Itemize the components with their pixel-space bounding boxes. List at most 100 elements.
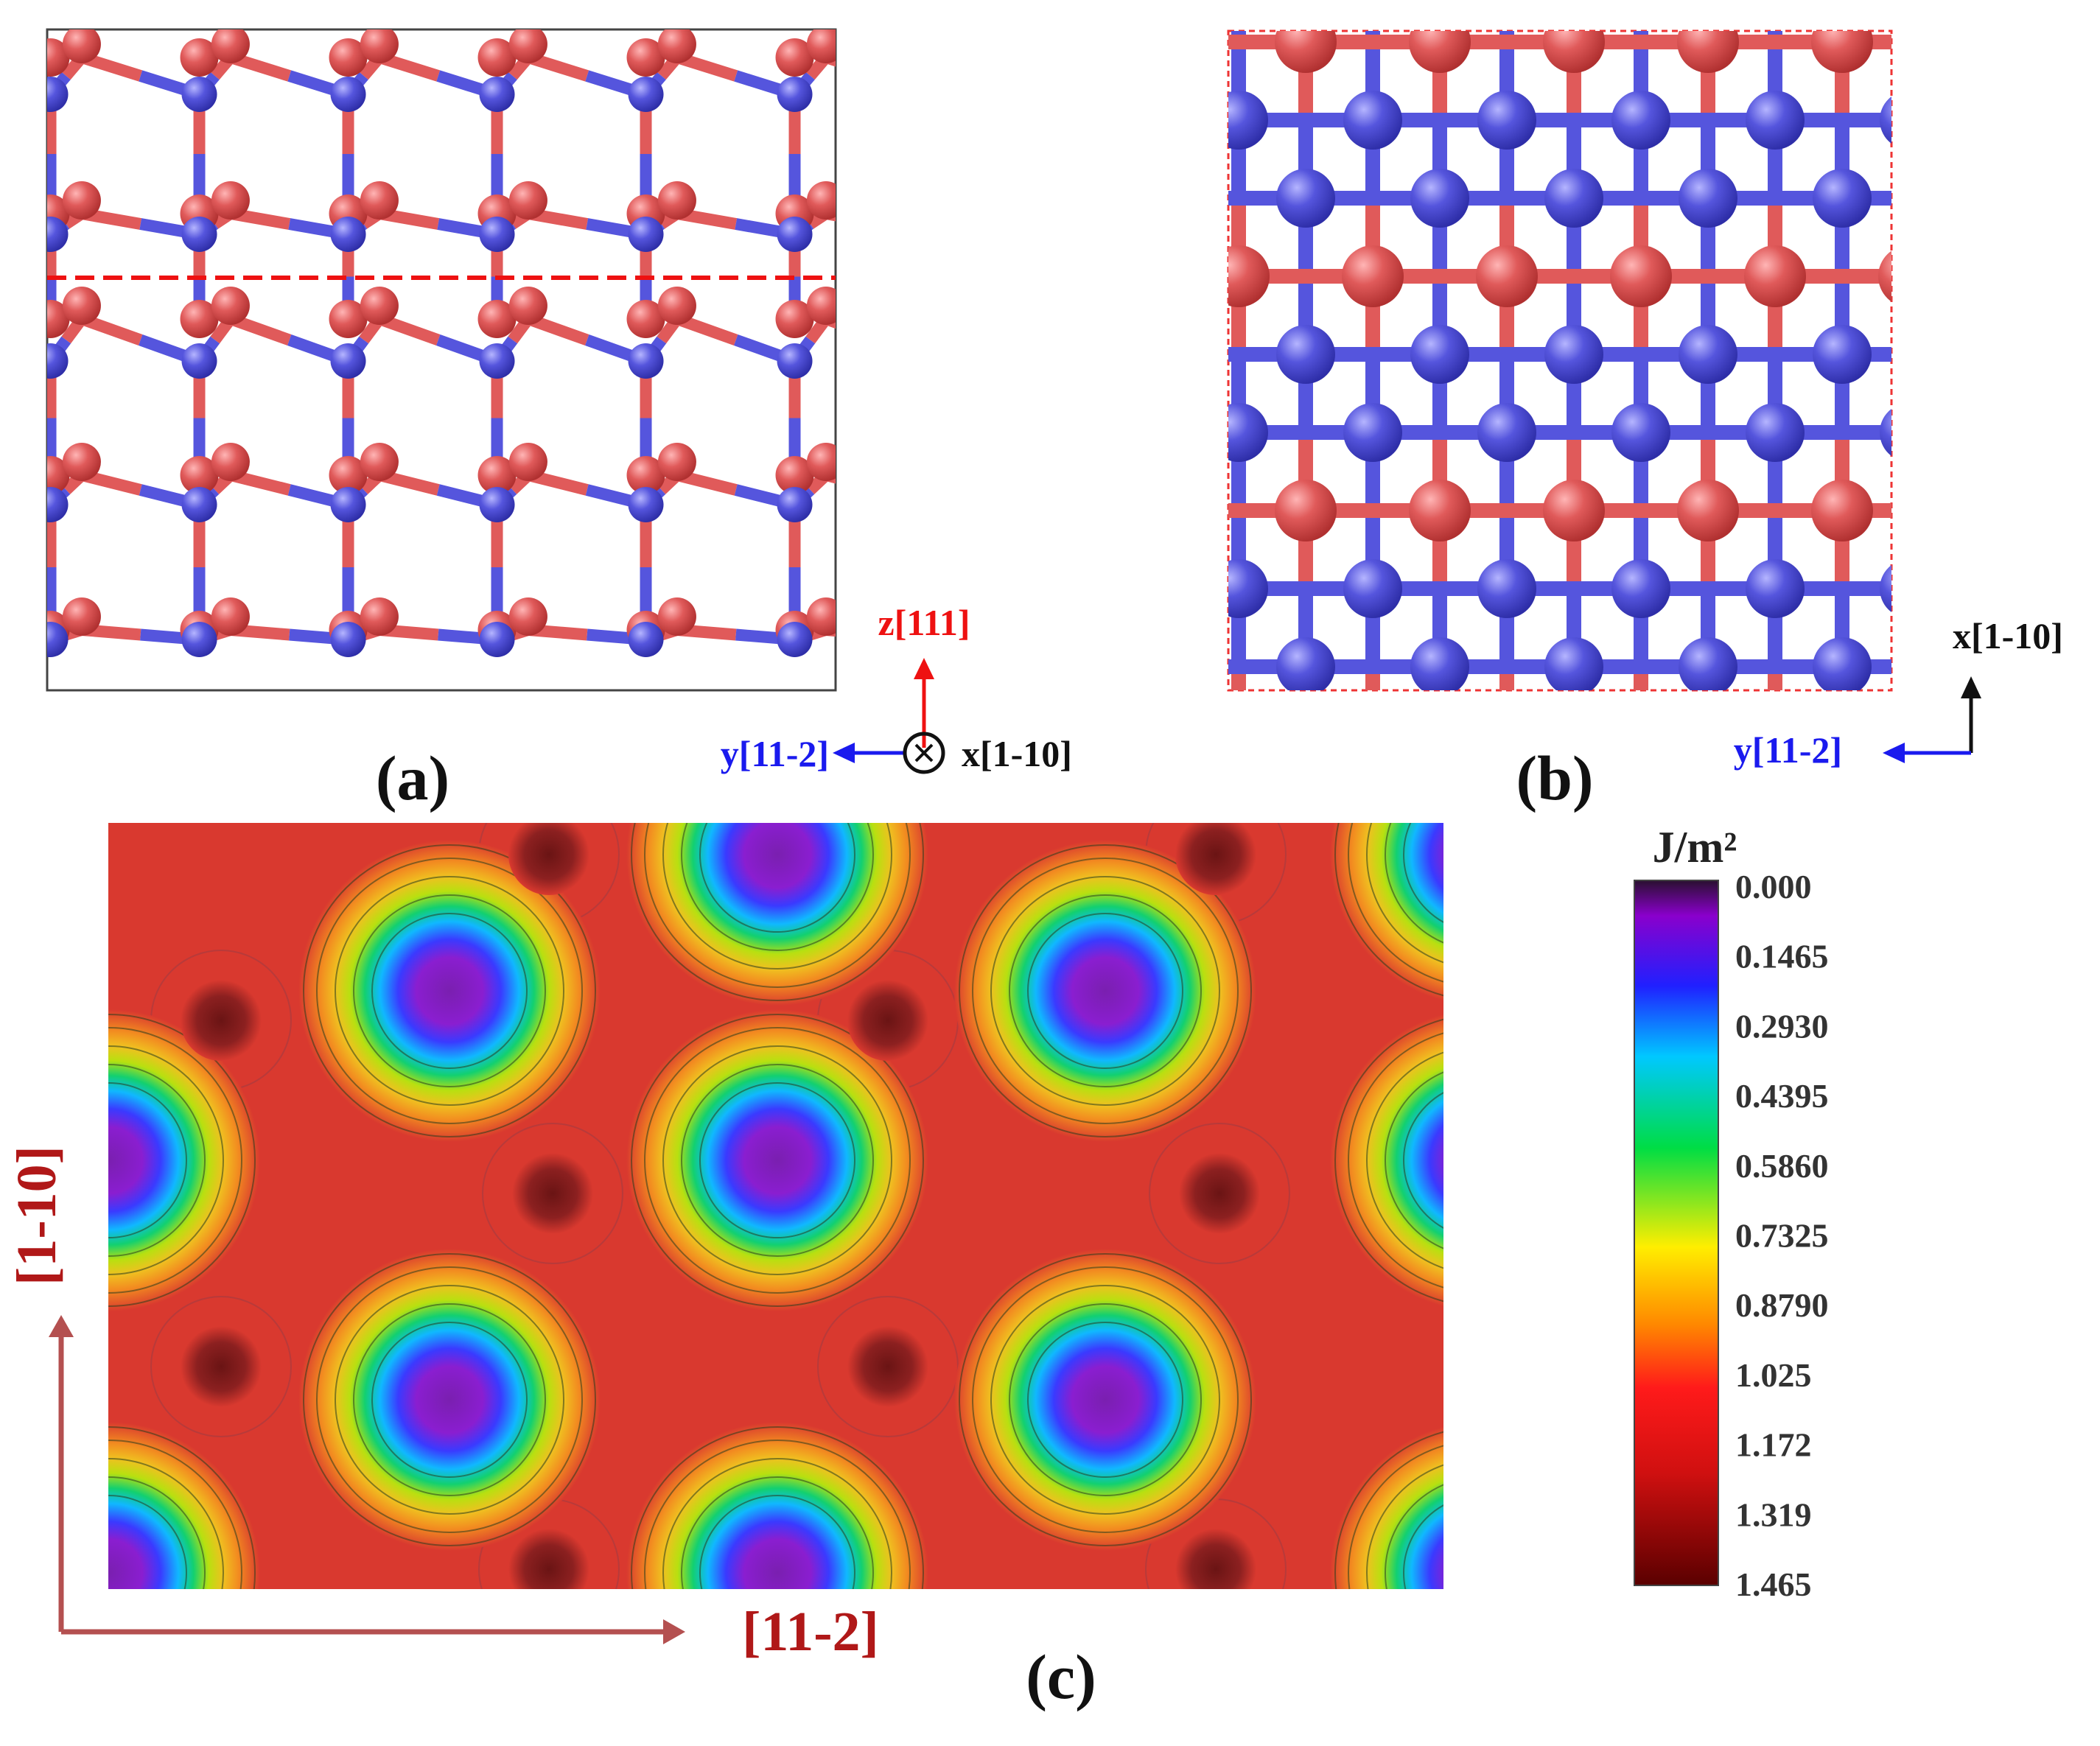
contour-line: [644, 823, 911, 988]
red-atom: [211, 443, 250, 481]
blue-atom: [1746, 559, 1805, 618]
red-atom: [360, 287, 399, 325]
contour-line: [303, 844, 596, 1137]
axis-b-y-label: y[11-2]: [1734, 729, 1842, 771]
energy-well: [298, 1249, 601, 1551]
red-atom: [626, 456, 665, 494]
contour-line: [150, 1296, 292, 1437]
red-atom: [211, 181, 250, 220]
axis-a-z-arrowhead: [914, 658, 934, 679]
blue-atom: [181, 77, 217, 112]
colorbar-unit: J/m²: [1653, 823, 1737, 872]
red-atom: [211, 287, 250, 325]
blue-atom: [1813, 169, 1872, 228]
blue-atom: [1544, 169, 1603, 228]
blue-atom: [479, 217, 515, 252]
contour-line: [371, 1322, 528, 1478]
axis-b-x-arrowhead: [1961, 676, 1981, 698]
bond: [228, 313, 292, 346]
panel-c: [108, 823, 1443, 1589]
blue-atom: [479, 622, 515, 657]
colorbar-tick-label: 0.000: [1735, 868, 1812, 905]
red-atom: [1677, 480, 1739, 541]
red-atom: [925, 300, 963, 338]
red-atom: [1208, 714, 1270, 776]
red-atom: [657, 287, 696, 325]
bond: [526, 313, 589, 346]
red-atom: [329, 300, 368, 338]
red-atom: [806, 29, 836, 63]
red-atom: [508, 443, 547, 481]
contour-line: [1348, 823, 1443, 983]
energy-peak: [1179, 1153, 1260, 1234]
contour-line: [353, 894, 546, 1087]
red-atom: [180, 456, 219, 494]
bond: [975, 319, 1034, 340]
energy-peak: [1175, 1529, 1256, 1589]
red-atom: [925, 456, 963, 494]
red-atom: [2079, 11, 2100, 73]
contour-line: [681, 1476, 874, 1589]
red-atom: [360, 29, 399, 63]
red-atom: [2079, 480, 2100, 541]
axis-a-y-label: y[11-2]: [721, 733, 829, 774]
contour-line: [959, 1253, 1252, 1546]
blue-atom: [1746, 403, 1805, 462]
contour-line: [1385, 1484, 1443, 1589]
red-atom: [508, 597, 547, 636]
contour-line: [990, 876, 1220, 1106]
blue-atom: [1410, 169, 1469, 228]
red-atom: [477, 38, 517, 77]
map-axis-horizontal-label: [11-2]: [742, 1601, 879, 1663]
blue-atom: [1880, 565, 1891, 612]
contour-line: [108, 1476, 206, 1589]
colorbar-tick-label: 0.7325: [1735, 1217, 1829, 1255]
red-atom: [2012, 714, 2074, 776]
bond: [1034, 76, 1093, 94]
bond: [80, 313, 143, 346]
contour-line: [335, 1285, 564, 1515]
contour-line: [1385, 1071, 1443, 1249]
contour-line: [335, 876, 564, 1106]
blue-atom: [628, 487, 664, 522]
contour-line: [972, 1266, 1239, 1533]
blue-atom: [1477, 403, 1536, 462]
red-atom: [508, 29, 547, 63]
energy-well: [1330, 823, 1443, 1001]
blue-atom: [777, 217, 813, 252]
blue-atom: [1276, 325, 1335, 384]
panel-a-label: (a): [376, 743, 449, 813]
red-atom: [1228, 245, 1270, 307]
contour-line: [108, 1045, 224, 1275]
bond: [1034, 224, 1093, 234]
contour-line: [699, 1495, 855, 1589]
contour-line: [681, 1064, 874, 1257]
contour-line: [681, 823, 874, 951]
bond: [675, 313, 738, 346]
blue-atom: [2081, 325, 2100, 384]
contour-line: [1366, 1464, 1443, 1589]
red-atom: [925, 38, 963, 77]
axis-a-y-arrowhead: [833, 743, 855, 763]
blue-atom: [1947, 169, 2006, 228]
red-atom: [657, 443, 696, 481]
red-atom: [1945, 11, 2007, 73]
bond: [885, 224, 944, 234]
energy-well: [1330, 1014, 1443, 1307]
blue-atom: [1477, 559, 1536, 618]
red-atom: [626, 300, 665, 338]
colorbar-ticks: 0.000 0.1465 0.2930 0.4395 0.5860 0.7325 0.879…: [1735, 868, 1829, 1603]
blue-atom: [330, 343, 366, 379]
red-atom: [1342, 245, 1404, 307]
bond: [377, 313, 441, 346]
bond: [975, 57, 1034, 76]
red-atom: [1811, 31, 1873, 73]
contour-line: [662, 823, 892, 970]
blue-atom: [1947, 325, 2006, 384]
red-atom: [626, 38, 665, 77]
blue-atom: [1544, 637, 1603, 690]
contour-line: [699, 823, 855, 933]
map-direction-axes: [1-10] [11-2]: [6, 1146, 879, 1663]
bond: [944, 76, 959, 94]
contour-line: [1348, 1032, 1443, 1289]
